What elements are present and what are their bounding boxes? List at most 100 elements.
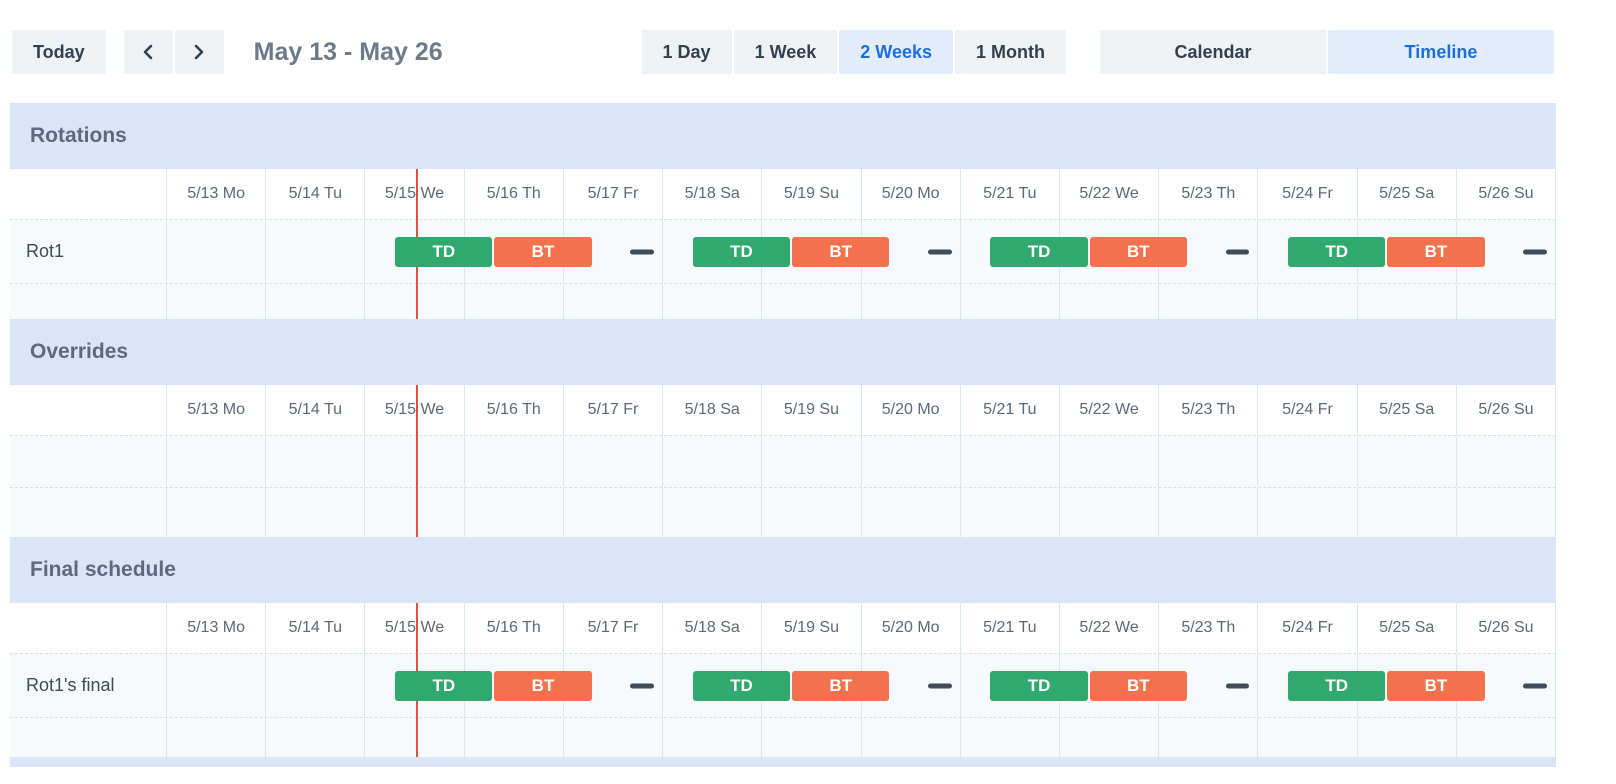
mode-switcher: Calendar Timeline: [1100, 30, 1554, 74]
toolbar: Today May 13 - May 26 1 Day 1 Week 2 Weeks…: [10, 14, 1556, 90]
next-button[interactable]: [174, 30, 224, 74]
day-cell: [1455, 488, 1555, 537]
day-header-cell: 5/23 Th: [1158, 169, 1257, 219]
day-header-cell: 5/18 Sa: [662, 603, 761, 653]
day-cell: [166, 718, 265, 757]
day-cell: [1158, 436, 1257, 487]
shift-block-bt[interactable]: BT: [1089, 236, 1187, 267]
schedule-row: Rot1's final TD BT TD BT TD BT TD BT: [10, 653, 1556, 717]
shift-block-bt[interactable]: BT: [1387, 236, 1485, 267]
shift-block-td[interactable]: TD: [1288, 670, 1386, 701]
shift-block-td[interactable]: TD: [1288, 236, 1386, 267]
day-header-cell: 5/19 Su: [761, 603, 860, 653]
shift-block-bt[interactable]: BT: [792, 670, 890, 701]
day-cell: [364, 488, 463, 537]
day-cell: [1257, 718, 1356, 757]
day-header-cell: 5/14 Tu: [265, 385, 364, 435]
day-header-cell: 5/16 Th: [463, 603, 563, 653]
day-header-cell: 5/25 Sa: [1356, 385, 1456, 435]
shift-block-td[interactable]: TD: [990, 236, 1088, 267]
row-label-spacer: [10, 385, 166, 435]
day-header-cell: 5/26 Su: [1455, 385, 1555, 435]
today-button[interactable]: Today: [12, 30, 106, 74]
day-cell: [265, 718, 364, 757]
day-cell: [166, 220, 265, 283]
shift-block-td[interactable]: TD: [990, 670, 1088, 701]
gap-indicator: [927, 683, 952, 688]
day-cell: [265, 654, 364, 717]
section-overrides: Overrides 5/13 Mo 5/14 Tu 5/15 We 5/16 Th 5/1…: [10, 319, 1556, 537]
day-cell: [463, 488, 563, 537]
day-header-cell: 5/14 Tu: [265, 169, 364, 219]
empty-row: [10, 435, 1556, 487]
day-header-cell: 5/24 Fr: [1257, 385, 1356, 435]
section-title: Final schedule: [30, 558, 176, 581]
day-header-cell: 5/18 Sa: [662, 385, 761, 435]
mode-button-timeline[interactable]: Timeline: [1328, 30, 1554, 74]
day-cell: [1257, 654, 1356, 717]
day-cell: [364, 718, 463, 757]
shift-block-td[interactable]: TD: [692, 670, 791, 701]
day-header-cell: 5/19 Su: [761, 169, 860, 219]
day-cell: [562, 488, 662, 537]
day-header-cell: 5/20 Mo: [860, 385, 960, 435]
view-button-2-weeks[interactable]: 2 Weeks: [839, 30, 953, 74]
day-cell: [166, 436, 265, 487]
shift-block-bt[interactable]: BT: [494, 236, 592, 267]
day-cell: [463, 436, 563, 487]
day-header-cell: 5/21 Tu: [959, 385, 1059, 435]
day-cell: [662, 654, 761, 717]
row-label-spacer: [10, 603, 166, 653]
day-cell: [562, 284, 662, 319]
mode-button-calendar[interactable]: Calendar: [1100, 30, 1326, 74]
shift-block-bt[interactable]: BT: [792, 236, 890, 267]
empty-row: [10, 487, 1556, 537]
shift-block-bt[interactable]: BT: [494, 670, 592, 701]
day-cell: [1158, 488, 1257, 537]
section-header-rotations: Rotations: [10, 103, 1556, 169]
empty-row: [10, 283, 1556, 319]
day-cell: [1257, 436, 1356, 487]
day-cell: [1257, 284, 1356, 319]
day-header-cell: 5/21 Tu: [959, 603, 1059, 653]
day-cell: [1455, 284, 1555, 319]
chevron-right-icon: [194, 44, 204, 60]
view-button-1-day[interactable]: 1 Day: [641, 30, 732, 74]
view-button-1-month[interactable]: 1 Month: [955, 30, 1066, 74]
view-button-1-week[interactable]: 1 Week: [733, 30, 838, 74]
shift-block-bt[interactable]: BT: [1387, 670, 1485, 701]
shift-block-td[interactable]: TD: [395, 670, 493, 701]
day-cell: [662, 220, 761, 283]
row-label: [10, 488, 166, 537]
day-cell: [1257, 220, 1356, 283]
day-cell: [1058, 436, 1158, 487]
timeline: Rotations 5/13 Mo 5/14 Tu 5/15 We 5/16 Th 5/1…: [10, 103, 1556, 757]
day-header-row: 5/13 Mo 5/14 Tu 5/15 We 5/16 Th 5/17 Fr 5/18 …: [10, 603, 1556, 653]
prev-button[interactable]: [123, 30, 173, 74]
day-header-cell: 5/16 Th: [463, 169, 563, 219]
day-cell: [959, 436, 1059, 487]
chevron-left-icon: [143, 44, 153, 60]
day-header-cell: 5/21 Tu: [959, 169, 1059, 219]
day-cell: [265, 488, 364, 537]
gap-indicator: [927, 249, 952, 254]
shift-block-td[interactable]: TD: [692, 236, 791, 267]
day-cell: [959, 488, 1059, 537]
day-header-cell: 5/25 Sa: [1356, 169, 1456, 219]
day-cell: [463, 284, 563, 319]
day-header-cell: 5/17 Fr: [562, 385, 662, 435]
day-header-cell: 5/24 Fr: [1257, 603, 1356, 653]
day-cell: [265, 220, 364, 283]
schedule-app: Today May 13 - May 26 1 Day 1 Week 2 Weeks…: [10, 14, 1556, 767]
day-header-cell: 5/26 Su: [1455, 603, 1555, 653]
day-cell: [959, 220, 1059, 283]
day-cell: [166, 284, 265, 319]
shift-block-td[interactable]: TD: [395, 236, 493, 267]
shift-block-bt[interactable]: BT: [1089, 670, 1187, 701]
day-cell: [265, 436, 364, 487]
day-cell: [959, 654, 1059, 717]
day-cell: [364, 220, 463, 283]
day-header-cell: 5/25 Sa: [1356, 603, 1456, 653]
view-switcher: 1 Day 1 Week 2 Weeks 1 Month: [641, 30, 1066, 74]
day-cell: [1455, 718, 1555, 757]
